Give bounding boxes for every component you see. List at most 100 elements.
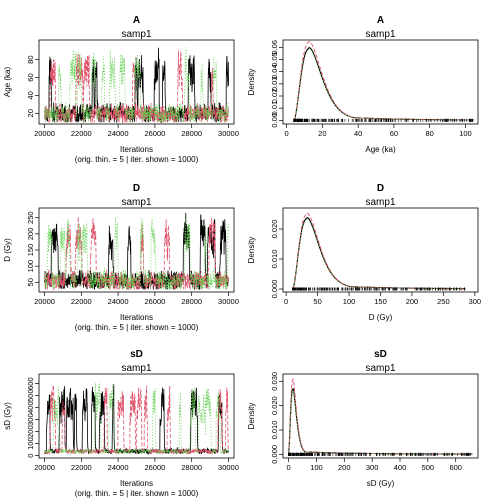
- chart-subtitle: samp1: [121, 363, 151, 374]
- x-axis-sublabel: (orig. thin. = 5 | iter. shown = 1000): [75, 155, 199, 164]
- x-tick-label: 400: [394, 463, 407, 472]
- x-tick-label: 22000: [71, 129, 92, 138]
- x-tick-label: 600: [449, 463, 462, 472]
- chart-title: A: [377, 15, 384, 26]
- y-tick-label: 0.05: [270, 52, 279, 67]
- density-chain-2: [288, 378, 473, 455]
- chart-subtitle: samp1: [121, 197, 151, 208]
- chart-subtitle: samp1: [365, 363, 395, 374]
- y-tick-label: 0.03: [270, 77, 279, 92]
- x-tick-label: 0: [286, 463, 290, 472]
- x-tick-label: 20000: [34, 129, 55, 138]
- chart-title: D: [133, 183, 140, 194]
- y-tick-label: 200: [26, 425, 35, 438]
- y-tick-label: 0.02: [270, 89, 279, 104]
- x-axis-label: sD (Gy): [367, 479, 395, 488]
- x-tick-label: 30000: [218, 463, 239, 472]
- plot-area: [293, 40, 475, 122]
- y-tick-label: 0.000: [270, 280, 279, 299]
- x-tick-label: 200: [406, 297, 419, 306]
- x-tick-label: 30000: [218, 129, 239, 138]
- y-tick-label: 100: [26, 260, 35, 273]
- y-tick-label: 0.000: [270, 445, 279, 464]
- y-tick-label: 60: [26, 73, 35, 81]
- x-tick-label: 20: [318, 129, 326, 138]
- x-tick-label: 22000: [71, 463, 92, 472]
- x-tick-label: 28000: [181, 129, 202, 138]
- y-tick-label: 100: [26, 437, 35, 450]
- chart-title: A: [133, 15, 140, 26]
- y-tick-label: 20: [26, 109, 35, 117]
- x-axis-label: Iterations: [120, 313, 153, 322]
- y-tick-label: 0: [26, 454, 35, 458]
- y-tick-label: 150: [26, 244, 35, 257]
- plot-area: [291, 212, 466, 291]
- x-tick-label: 100: [343, 297, 356, 306]
- y-axis-label: Density: [247, 403, 256, 430]
- plot-area: [44, 212, 229, 291]
- y-tick-label: 50: [26, 278, 35, 286]
- x-tick-label: 250: [437, 297, 450, 306]
- y-tick-label: 0.030: [270, 372, 279, 391]
- x-tick-label: 300: [469, 297, 482, 306]
- density-chain-1: [291, 216, 466, 290]
- x-tick-label: 24000: [108, 129, 129, 138]
- y-tick-label: 0.020: [270, 396, 279, 415]
- x-tick-label: 300: [366, 463, 379, 472]
- x-tick-label: 200: [338, 463, 351, 472]
- y-tick-label: 40: [26, 91, 35, 99]
- x-axis-label: D (Gy): [369, 313, 393, 322]
- y-tick-label: 0.01: [270, 101, 279, 116]
- chart-title: sD: [130, 349, 143, 360]
- y-tick-label: 600: [26, 377, 35, 390]
- y-tick-label: 0.010: [270, 250, 279, 269]
- x-axis-sublabel: (orig. thin. = 5 | iter. shown = 1000): [75, 489, 199, 498]
- plot-area: [44, 382, 229, 456]
- y-tick-label: 0.04: [270, 64, 279, 79]
- density-chain-1: [293, 46, 475, 121]
- plot-frame: [282, 39, 479, 125]
- x-axis-label: Iterations: [120, 479, 153, 488]
- y-axis-label: D (Gy): [3, 238, 12, 262]
- y-tick-label: 80: [26, 55, 35, 63]
- x-tick-label: 26000: [144, 129, 165, 138]
- density-chain-2: [292, 212, 466, 290]
- x-tick-label: 30000: [218, 297, 239, 306]
- x-tick-label: 24000: [108, 297, 129, 306]
- x-tick-label: 26000: [144, 463, 165, 472]
- y-tick-label: 300: [26, 413, 35, 426]
- density-chain-2: [293, 40, 475, 121]
- x-tick-label: 22000: [71, 297, 92, 306]
- x-tick-label: 150: [374, 297, 387, 306]
- x-axis-label: Age (ka): [365, 145, 396, 154]
- panel-sD-trace: sD samp1 20000 22000 24000 26000 28000 30000 0 10…: [3, 349, 239, 498]
- x-tick-label: 80: [426, 129, 434, 138]
- y-tick-label: 0.06: [270, 40, 279, 55]
- panel-sD-density: sD samp1 0 100 200 300 400 500 600 0.000 0.010 0.02…: [247, 349, 479, 488]
- y-axis-label: Age (ka): [3, 67, 12, 98]
- plot-area: [44, 47, 229, 124]
- plot-area: [288, 378, 473, 456]
- x-axis-label: Iterations: [120, 145, 153, 154]
- y-axis-label: Density: [247, 69, 256, 96]
- x-tick-label: 28000: [181, 297, 202, 306]
- trace-chain-3: [44, 217, 229, 291]
- y-tick-label: 500: [26, 389, 35, 402]
- x-axis-sublabel: (orig. thin. = 5 | iter. shown = 1000): [75, 323, 199, 332]
- y-tick-label: 0.020: [270, 220, 279, 239]
- density-chain-3: [288, 389, 473, 455]
- rug-marks: [288, 452, 471, 456]
- x-tick-label: 28000: [181, 463, 202, 472]
- plot-frame: [38, 373, 235, 459]
- y-tick-label: 0.00: [270, 113, 279, 128]
- y-tick-label: 400: [26, 401, 35, 414]
- chart-subtitle: samp1: [365, 197, 395, 208]
- density-chain-3: [292, 218, 466, 290]
- x-tick-label: 100: [459, 129, 472, 138]
- x-tick-label: 40: [354, 129, 362, 138]
